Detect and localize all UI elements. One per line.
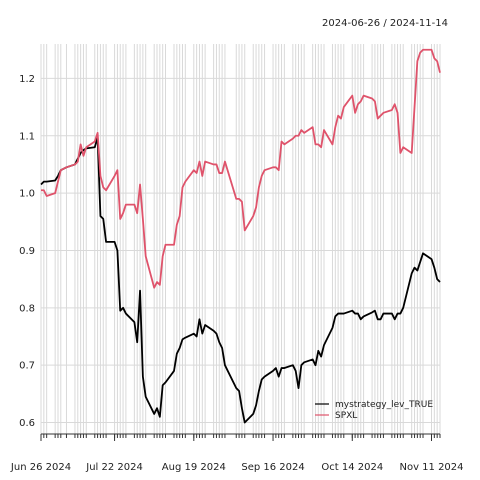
y-tick-label: 0.8 (19, 303, 35, 314)
x-tick-label: Jul 22 2024 (85, 462, 143, 473)
x-tick-label: Oct 14 2024 (321, 462, 383, 473)
x-tick-label: Jun 26 2024 (10, 462, 71, 473)
y-tick-label: 1.0 (19, 189, 35, 200)
y-tick-label: 0.9 (19, 246, 35, 257)
x-tick-label: Sep 16 2024 (241, 462, 304, 473)
y-tick-label: 1.2 (19, 74, 35, 85)
y-tick-label: 0.6 (19, 418, 35, 429)
x-tick-label: Nov 11 2024 (399, 462, 463, 473)
legend-label: mystrategy_lev_TRUE (335, 400, 433, 410)
y-axis: 0.6 0.7 0.8 0.9 1.0 1.1 1.2 (19, 74, 35, 429)
x-axis: Jun 26 2024 Jul 22 2024 Aug 19 2024 Sep 16 … (10, 434, 464, 473)
y-tick-label: 1.1 (19, 131, 35, 142)
y-tick-label: 0.7 (19, 361, 35, 372)
grid (41, 44, 440, 434)
x-tick-label: Aug 19 2024 (162, 462, 226, 473)
date-range-label: 2024-06-26 / 2024-11-14 (322, 18, 448, 29)
legend-label: SPXL (335, 411, 357, 421)
